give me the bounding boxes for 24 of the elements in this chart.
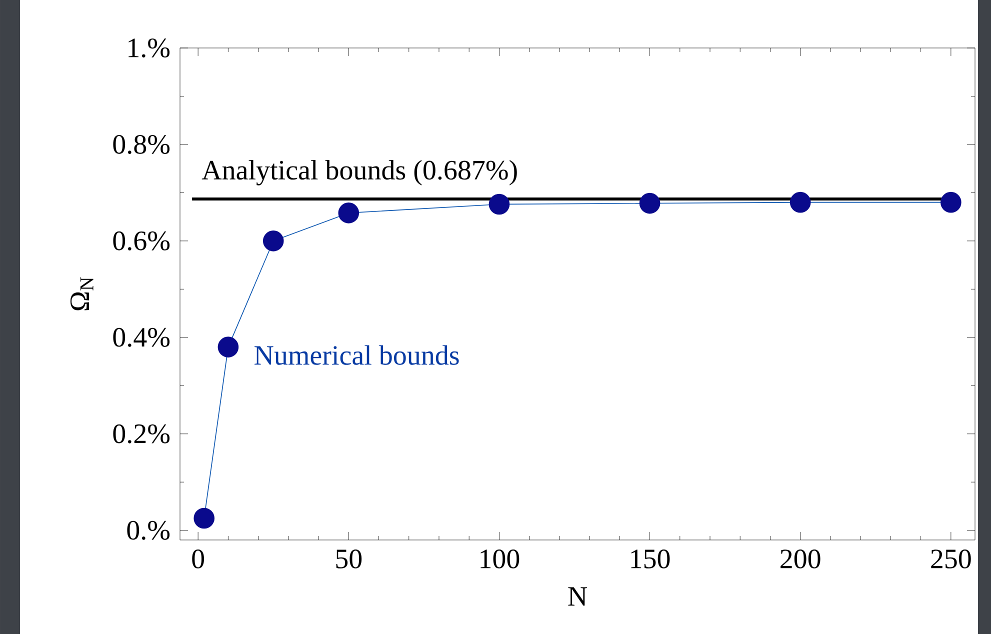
y-tick-label: 0.2% <box>113 424 170 444</box>
point <box>940 192 962 213</box>
point <box>790 192 811 213</box>
x-tick-label: 150 <box>631 550 670 568</box>
point <box>194 508 214 529</box>
y-tick-label: 0.% <box>127 520 170 540</box>
x-tick-label: 100 <box>480 550 520 568</box>
x-tick-label: 250 <box>931 550 971 568</box>
x-tick-label: 50 <box>336 550 362 568</box>
point <box>338 202 360 224</box>
y-axis-title: Ω$_{N}$ <box>70 277 94 310</box>
series-label: Numerical bounds <box>254 345 459 365</box>
point <box>639 192 660 214</box>
point <box>262 230 284 252</box>
x-axis-title: N <box>568 587 587 606</box>
ref-line-label: Analytical bounds (0.687%) <box>202 160 517 186</box>
x-tick-label: 0 <box>192 550 204 568</box>
point <box>488 194 510 215</box>
y-tick-label: 1.% <box>128 38 170 58</box>
point <box>218 336 239 358</box>
y-tick-label: 0.4% <box>113 328 170 347</box>
y-tick-label: 0.6% <box>113 231 170 250</box>
y-tick-label: 0.8% <box>113 134 170 154</box>
x-tick-label: 200 <box>780 550 820 568</box>
